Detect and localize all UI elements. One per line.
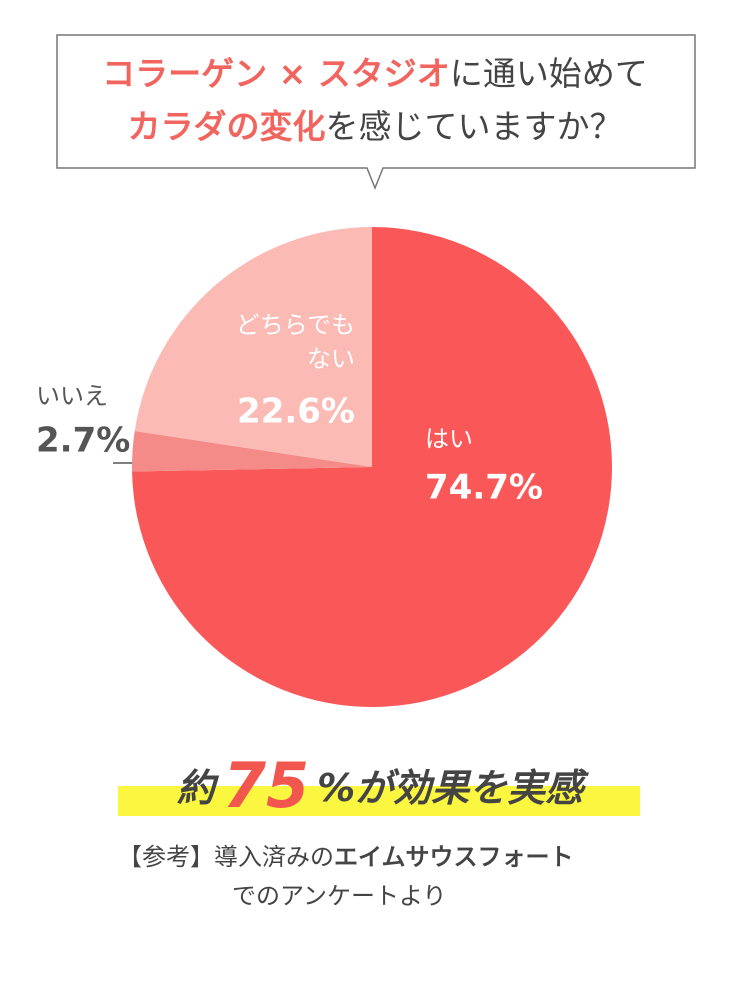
pie-slice — [132, 227, 613, 707]
slice-label: いいえ — [36, 382, 108, 410]
title-line: カラダの変化を感じていますか？ — [128, 107, 623, 146]
headline-part: %が効果を実感 — [317, 766, 589, 810]
value-label: 74.7% — [425, 468, 543, 508]
highlight-bar — [118, 786, 640, 816]
note-part: でのアンケートより — [232, 882, 447, 910]
slice-label: どちらでもない — [236, 311, 355, 373]
speech-bubble — [56, 34, 696, 191]
title-line: コラーゲン × スタジオに通い始めて — [102, 54, 648, 93]
title-part: コラーゲン × スタジオ — [102, 54, 450, 93]
headline-part: 約 — [177, 766, 220, 810]
slice-label: はい — [425, 425, 473, 453]
value-label: 22.6% — [237, 392, 355, 432]
note-part: 【参考】導入済みの — [118, 843, 334, 871]
pie-slice — [132, 430, 372, 472]
title-part: を感じていますか？ — [326, 107, 623, 146]
note-line: 【参考】導入済みのエイムサウスフォート — [118, 843, 574, 871]
value-label: 2.7% — [36, 421, 130, 461]
title-part: に通い始めて — [450, 54, 648, 93]
pie-slice — [134, 227, 372, 467]
headline: 約 75 %が効果を実感 — [177, 749, 589, 822]
note-line: でのアンケートより — [232, 882, 447, 910]
note-part: エイムサウスフォート — [334, 843, 574, 871]
title-part: カラダの変化 — [128, 107, 326, 146]
headline-part: 75 — [223, 749, 309, 822]
